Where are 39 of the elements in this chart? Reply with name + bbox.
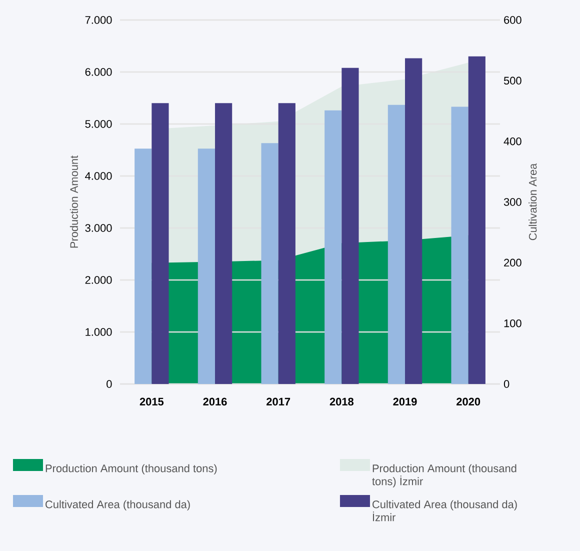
bar	[342, 68, 359, 384]
legend-label: Production Amount (thousand tons) İzmir	[372, 464, 516, 488]
y-tick-label: 4.000	[85, 172, 112, 180]
bar	[152, 103, 169, 384]
y-tick-label: 1.000	[86, 328, 112, 336]
legend-label: Cultivated Area (thousand da) İzmir	[372, 500, 517, 522]
bar	[198, 148, 216, 384]
y-tick-label: 5.000	[85, 120, 112, 128]
y-tick-label: 2.000	[85, 276, 112, 284]
bar	[388, 104, 406, 384]
y2-axis-title: Cultivation Area	[528, 163, 537, 240]
x-tick-label: 2017	[266, 398, 290, 406]
y-tick-label: 6.000	[85, 68, 112, 76]
y2-tick-label: 100	[504, 319, 522, 328]
bar	[451, 106, 468, 384]
x-tick-label: 2018	[330, 398, 354, 406]
y-tick-label: 3.000	[85, 224, 112, 232]
bar	[215, 103, 232, 384]
y-tick-label: 7.000	[85, 16, 112, 24]
y-tick-label: 0	[106, 380, 112, 388]
x-tick-label: 2015	[140, 398, 164, 406]
x-tick-label: 2019	[393, 398, 417, 406]
x-tick-label: 2020	[456, 398, 480, 406]
y2-tick-label: 0	[504, 380, 510, 388]
bar	[324, 110, 342, 384]
legend-label: Cultivated Area (thousand da)	[46, 500, 190, 510]
bar	[261, 143, 278, 384]
bar	[134, 148, 152, 384]
bar	[405, 58, 422, 384]
y-axis-title: Production Amount	[70, 155, 78, 248]
y2-tick-label: 400	[504, 137, 522, 146]
y2-tick-label: 200	[504, 258, 522, 267]
bar	[468, 56, 486, 384]
bar	[278, 103, 296, 384]
y2-tick-label: 300	[504, 198, 522, 206]
x-tick-label: 2016	[203, 398, 227, 406]
y2-tick-label: 600	[504, 16, 522, 24]
y2-tick-label: 500	[504, 76, 522, 85]
legend-label: Production Amount (thousand tons)	[46, 464, 217, 474]
